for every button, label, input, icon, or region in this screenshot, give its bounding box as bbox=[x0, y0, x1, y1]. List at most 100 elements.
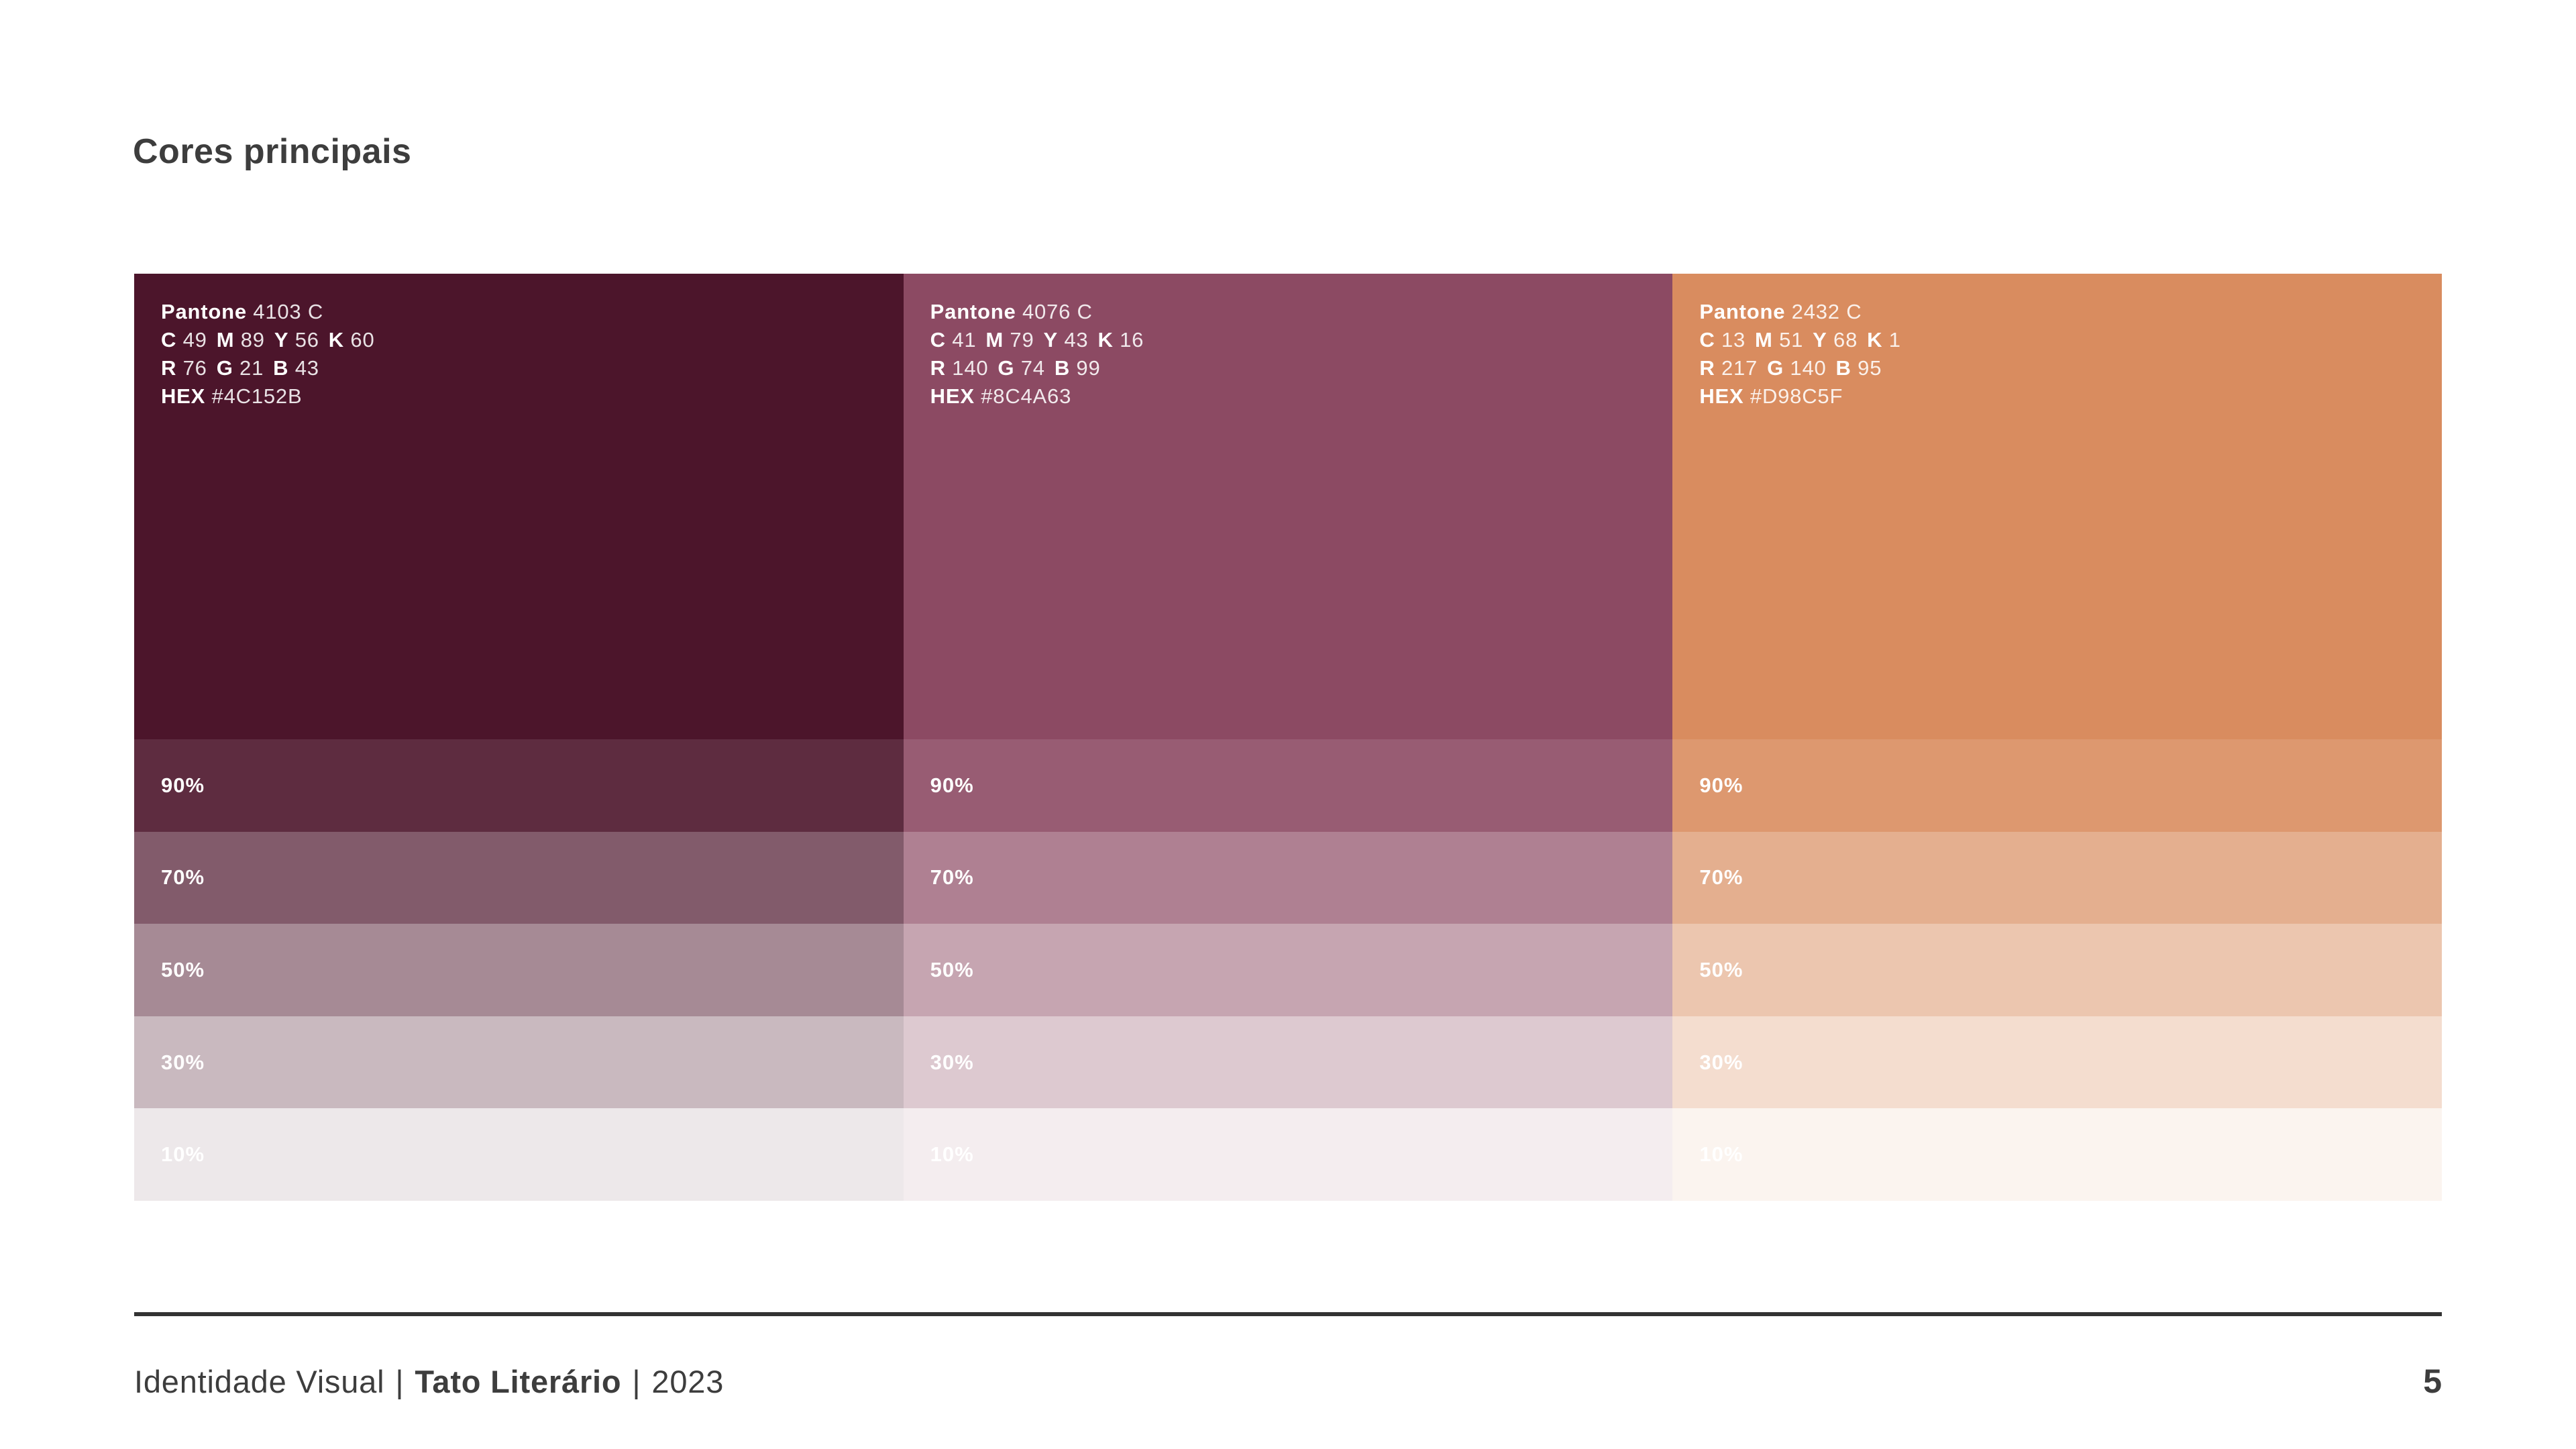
footer-separator: | bbox=[632, 1364, 641, 1399]
cmyk-line-pair: K 1 bbox=[1867, 328, 1901, 352]
rgb-line-key: R bbox=[930, 356, 946, 380]
page-title: Cores principais bbox=[133, 132, 412, 171]
cmyk-line: C 13 M 51 Y 68 K 1 bbox=[1699, 326, 2415, 354]
rgb-line-key: B bbox=[1054, 356, 1071, 380]
cmyk-line-value: 41 bbox=[945, 328, 977, 352]
tint-row: 30% bbox=[134, 1016, 904, 1109]
color-grid: Pantone 4103 C C 49 M 89 Y 56 K 60 R 76 G 21 B … bbox=[134, 274, 2443, 1201]
tint-row: 30% bbox=[903, 1016, 1673, 1109]
rgb-line-key: R bbox=[1699, 356, 1715, 380]
cmyk-line-key: K bbox=[328, 328, 344, 352]
page-number: 5 bbox=[2423, 1362, 2442, 1400]
hex-label: HEX bbox=[161, 384, 206, 408]
tint-row: 70% bbox=[134, 831, 904, 924]
cmyk-line-pair: C 49 bbox=[161, 328, 207, 352]
rgb-line-key: B bbox=[273, 356, 289, 380]
cmyk-line-value: 1 bbox=[1882, 328, 1901, 352]
tint-label: 70% bbox=[161, 865, 205, 890]
tint-row: 50% bbox=[1672, 924, 2443, 1016]
pantone-label: Pantone bbox=[161, 300, 247, 323]
tint-label: 50% bbox=[161, 957, 205, 981]
tint-label: 50% bbox=[930, 957, 974, 981]
tint-label: 10% bbox=[161, 1142, 205, 1167]
tint-label: 30% bbox=[930, 1050, 974, 1074]
cmyk-line-pair: M 51 bbox=[1755, 328, 1803, 352]
cmyk-line-pair: M 89 bbox=[217, 328, 265, 352]
tint-row: 70% bbox=[903, 831, 1673, 924]
cmyk-line-value: 43 bbox=[1057, 328, 1089, 352]
cmyk-line-pair: Y 56 bbox=[274, 328, 319, 352]
tint-row: 90% bbox=[134, 739, 904, 832]
tint-row: 50% bbox=[134, 924, 904, 1016]
pantone-label: Pantone bbox=[930, 300, 1016, 323]
hex-line: HEX #8C4A63 bbox=[930, 382, 1646, 411]
rgb-line-pair: G 140 bbox=[1767, 356, 1826, 380]
cmyk-line-value: 79 bbox=[1003, 328, 1034, 352]
rgb-line-pair: R 140 bbox=[930, 356, 989, 380]
cmyk-line-pair: C 13 bbox=[1699, 328, 1746, 352]
cmyk-line-value: 60 bbox=[343, 328, 375, 352]
tint-row: 90% bbox=[1672, 739, 2443, 832]
rgb-line-pair: B 43 bbox=[273, 356, 319, 380]
pantone-value: 4103 C bbox=[246, 300, 324, 323]
tint-label: 10% bbox=[930, 1142, 974, 1167]
tint-row: 10% bbox=[903, 1108, 1673, 1201]
cmyk-line-key: M bbox=[985, 328, 1004, 352]
footer-credit: Identidade Visual | Tato Literário | 2023 bbox=[134, 1363, 724, 1400]
pantone-line: Pantone 2432 C bbox=[1699, 298, 2415, 326]
rgb-line-key: G bbox=[998, 356, 1015, 380]
cmyk-line-key: M bbox=[1755, 328, 1773, 352]
cmyk-line-value: 16 bbox=[1113, 328, 1144, 352]
cmyk-line-pair: Y 68 bbox=[1813, 328, 1858, 352]
rgb-line-value: 99 bbox=[1070, 356, 1101, 380]
cmyk-line: C 49 M 89 Y 56 K 60 bbox=[161, 326, 877, 354]
hex-line: HEX #D98C5F bbox=[1699, 382, 2415, 411]
cmyk-line-key: C bbox=[1699, 328, 1715, 352]
footer: Identidade Visual | Tato Literário | 2023 5 bbox=[134, 1362, 2442, 1401]
rgb-line-pair: G 21 bbox=[217, 356, 264, 380]
cmyk-line-key: C bbox=[930, 328, 946, 352]
cmyk-line-pair: M 79 bbox=[985, 328, 1034, 352]
tint-row: 70% bbox=[1672, 831, 2443, 924]
pantone-line: Pantone 4076 C bbox=[930, 298, 1646, 326]
tint-label: 30% bbox=[161, 1050, 205, 1074]
rgb-line-value: 21 bbox=[233, 356, 264, 380]
cmyk-line-key: C bbox=[161, 328, 177, 352]
cmyk-line-value: 51 bbox=[1772, 328, 1804, 352]
pantone-label: Pantone bbox=[1699, 300, 1786, 323]
rgb-line-value: 76 bbox=[176, 356, 207, 380]
hex-line: HEX #4C152B bbox=[161, 382, 877, 411]
hex-value: #4C152B bbox=[205, 384, 303, 408]
footer-year: 2023 bbox=[651, 1364, 724, 1399]
cmyk-line-value: 49 bbox=[176, 328, 207, 352]
rgb-line-value: 74 bbox=[1014, 356, 1045, 380]
rgb-line-value: 43 bbox=[288, 356, 319, 380]
rgb-line-pair: B 99 bbox=[1055, 356, 1101, 380]
tint-row: 30% bbox=[1672, 1016, 2443, 1109]
tint-label: 70% bbox=[1699, 865, 1743, 890]
tint-row: 50% bbox=[903, 924, 1673, 1016]
rgb-line: R 217 G 140 B 95 bbox=[1699, 354, 2415, 382]
cmyk-line-value: 13 bbox=[1715, 328, 1746, 352]
hex-label: HEX bbox=[1699, 384, 1744, 408]
tint-row: 90% bbox=[903, 739, 1673, 832]
footer-divider bbox=[134, 1312, 2442, 1316]
tint-label: 30% bbox=[1699, 1050, 1743, 1074]
hex-value: #8C4A63 bbox=[974, 384, 1072, 408]
tint-label: 10% bbox=[1699, 1142, 1743, 1167]
cmyk-line-key: M bbox=[216, 328, 235, 352]
cmyk-line-pair: K 60 bbox=[329, 328, 375, 352]
cmyk-line-value: 56 bbox=[288, 328, 319, 352]
cmyk-line-key: Y bbox=[274, 328, 289, 352]
cmyk-line: C 41 M 79 Y 43 K 16 bbox=[930, 326, 1646, 354]
rgb-line-key: G bbox=[1767, 356, 1784, 380]
tint-label: 90% bbox=[930, 773, 974, 797]
rgb-line-key: G bbox=[216, 356, 233, 380]
hex-value: #D98C5F bbox=[1743, 384, 1843, 408]
cmyk-line-pair: C 41 bbox=[930, 328, 977, 352]
rgb-line: R 140 G 74 B 99 bbox=[930, 354, 1646, 382]
